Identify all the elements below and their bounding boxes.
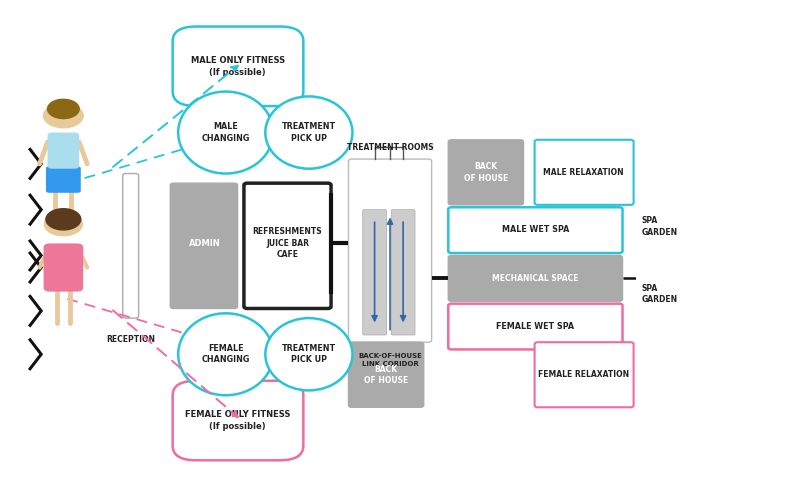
Ellipse shape [178, 92, 273, 174]
Text: MECHANICAL SPACE: MECHANICAL SPACE [492, 274, 579, 282]
FancyBboxPatch shape [535, 342, 634, 407]
Text: SPA
GARDEN: SPA GARDEN [642, 216, 678, 237]
Circle shape [46, 209, 81, 230]
Circle shape [48, 99, 79, 119]
FancyBboxPatch shape [448, 140, 524, 205]
Text: MALE RELAXATION: MALE RELAXATION [543, 168, 624, 177]
FancyBboxPatch shape [348, 342, 424, 407]
FancyBboxPatch shape [173, 381, 303, 460]
Ellipse shape [265, 318, 352, 390]
FancyBboxPatch shape [123, 174, 139, 318]
FancyBboxPatch shape [48, 133, 79, 169]
Text: FEMALE
CHANGING: FEMALE CHANGING [201, 344, 250, 364]
FancyBboxPatch shape [173, 27, 303, 106]
Text: MALE ONLY FITNESS
(If possible): MALE ONLY FITNESS (If possible) [191, 56, 284, 77]
FancyBboxPatch shape [391, 210, 415, 335]
FancyBboxPatch shape [363, 210, 386, 335]
FancyBboxPatch shape [170, 183, 238, 308]
Text: MALE WET SPA: MALE WET SPA [501, 226, 569, 234]
Circle shape [44, 213, 82, 236]
Text: REFRESHMENTS
JUICE BAR
CAFE: REFRESHMENTS JUICE BAR CAFE [253, 228, 322, 259]
Text: SPA
GARDEN: SPA GARDEN [642, 284, 678, 304]
Ellipse shape [178, 313, 273, 395]
Text: TREATMENT
PICK UP: TREATMENT PICK UP [282, 122, 336, 143]
FancyBboxPatch shape [535, 140, 634, 205]
Text: ADMIN: ADMIN [188, 239, 220, 248]
FancyBboxPatch shape [44, 243, 83, 292]
Text: TREATMENT ROOMS: TREATMENT ROOMS [347, 143, 434, 152]
Text: BACK-OF-HOUSE
LINK CORIDOR: BACK-OF-HOUSE LINK CORIDOR [359, 353, 422, 367]
FancyBboxPatch shape [448, 207, 623, 253]
Text: BACK
OF HOUSE: BACK OF HOUSE [464, 162, 508, 183]
FancyBboxPatch shape [46, 166, 81, 193]
Text: FEMALE RELAXATION: FEMALE RELAXATION [538, 371, 630, 379]
Ellipse shape [265, 96, 352, 169]
Text: RECEPTION: RECEPTION [106, 335, 155, 344]
FancyBboxPatch shape [448, 255, 623, 301]
Text: FEMALE ONLY FITNESS
(If possible): FEMALE ONLY FITNESS (If possible) [185, 410, 291, 430]
Text: MALE
CHANGING: MALE CHANGING [201, 122, 250, 143]
FancyBboxPatch shape [244, 183, 331, 308]
Text: TREATMENT
PICK UP: TREATMENT PICK UP [282, 344, 336, 364]
Text: BACK
OF HOUSE: BACK OF HOUSE [364, 365, 408, 385]
Text: FEMALE WET SPA: FEMALE WET SPA [497, 322, 574, 331]
Circle shape [44, 104, 83, 128]
FancyBboxPatch shape [348, 159, 432, 342]
FancyBboxPatch shape [448, 304, 623, 349]
